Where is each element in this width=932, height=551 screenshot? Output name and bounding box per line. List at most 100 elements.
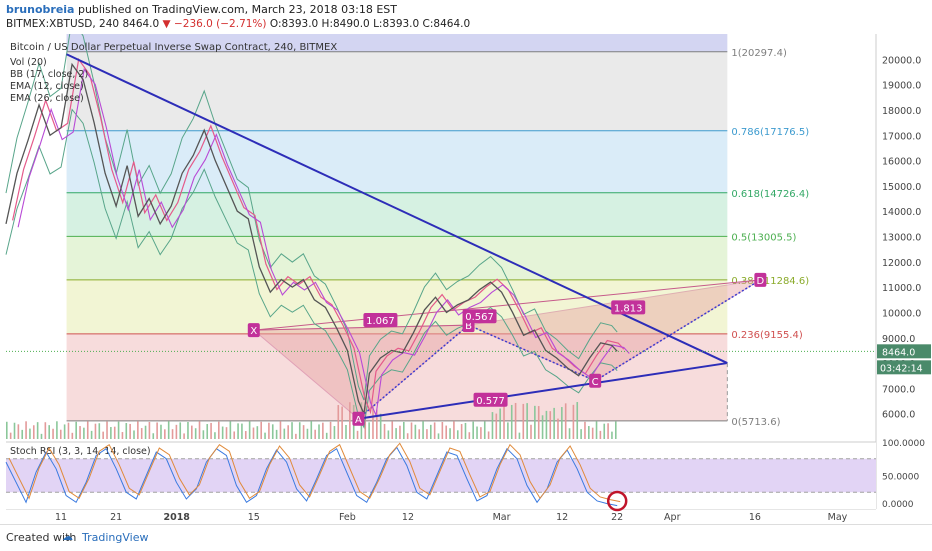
- volume-bar: [541, 415, 544, 439]
- ratio-badge: [611, 300, 646, 315]
- y-tick-label: 16000.0: [882, 157, 921, 168]
- volume-bar: [98, 423, 101, 439]
- volume-bar: [495, 413, 498, 439]
- volume-bar: [487, 431, 490, 439]
- y-tick-label: 6000.0: [882, 410, 915, 421]
- pattern-point-C: [589, 373, 602, 388]
- indicator-label: EMA (26, close): [10, 93, 84, 104]
- volume-bar: [376, 409, 378, 439]
- volume-bar: [584, 421, 586, 439]
- bb-lower-line: [5, 108, 618, 430]
- ratio-label: 1.067: [366, 316, 395, 327]
- volume-bar: [607, 423, 609, 439]
- volume-bar: [391, 421, 394, 439]
- volume-bar: [379, 413, 382, 439]
- volume-bar: [198, 421, 201, 439]
- volume-bar: [426, 429, 428, 439]
- volume-bar: [588, 426, 590, 439]
- pattern-point-label: C: [592, 377, 599, 388]
- volume-bar: [310, 421, 313, 439]
- volume-bar: [325, 432, 328, 439]
- y-tick-label: 18000.0: [882, 106, 921, 117]
- x-tick-label: 15: [248, 512, 260, 523]
- volume-bar: [160, 424, 162, 439]
- stoch-tick-label: 100.0000: [882, 439, 925, 449]
- volume-bar: [534, 405, 536, 439]
- volume-bar: [372, 405, 374, 439]
- volume-bar: [268, 422, 270, 439]
- volume-bar: [291, 422, 293, 439]
- volume-bar: [530, 424, 532, 439]
- volume-bar: [437, 433, 440, 439]
- volume-bar: [248, 421, 251, 439]
- volume-bar: [106, 421, 108, 439]
- volume-bar: [137, 421, 139, 439]
- tradingview-logo-icon: ☁: [62, 530, 73, 543]
- pattern-point-D: [754, 272, 767, 287]
- y-tick-label: 14000.0: [882, 207, 921, 218]
- volume-bar: [279, 421, 282, 439]
- volume-bar: [564, 403, 567, 439]
- volume-bar: [295, 433, 297, 439]
- fib-label-0.382: 0.382(11284.6): [731, 276, 809, 287]
- volume-bar: [183, 433, 185, 439]
- volume-bar: [144, 425, 147, 439]
- volume-bar: [217, 421, 220, 439]
- volume-bar: [233, 431, 236, 439]
- volume-bar: [549, 411, 552, 439]
- stoch-tick-label: 0.0000: [882, 500, 914, 510]
- fib-band-0.786-0.618: [66, 130, 728, 193]
- author-link[interactable]: brunobreia: [6, 3, 75, 16]
- volume-bar: [179, 422, 182, 439]
- volume-bar: [148, 421, 151, 439]
- lower-trendline: [358, 362, 728, 420]
- volume-bar: [395, 428, 397, 439]
- stoch-band: [6, 458, 876, 493]
- price-line: [5, 62, 618, 417]
- volume-bar: [449, 428, 451, 439]
- volume-bar: [410, 422, 413, 439]
- x-tick-label: 2018: [163, 512, 190, 523]
- volume-bar: [129, 423, 131, 439]
- volume-bar: [507, 422, 509, 439]
- volume-bar: [318, 424, 320, 439]
- volume-bar: [25, 421, 27, 439]
- volume-bar: [418, 429, 421, 439]
- volume-bar: [187, 422, 189, 439]
- fib-band-0.618-0.5: [66, 192, 728, 237]
- ratio-label: 0.567: [465, 312, 494, 323]
- tradingview-brand[interactable]: TradingView: [82, 531, 149, 544]
- volume-bar: [167, 421, 170, 439]
- volume-bar: [464, 422, 467, 439]
- pattern-point-A: [352, 411, 365, 426]
- ab-dotted-line: [357, 324, 470, 420]
- volume-bar: [21, 429, 24, 439]
- volume-bar: [476, 426, 478, 439]
- volume-bar: [399, 425, 401, 439]
- volume-bar: [368, 422, 370, 439]
- pattern-point-X: [247, 323, 260, 338]
- volume-bar: [561, 407, 563, 439]
- ratio-label: 0.577: [476, 396, 505, 407]
- volume-bar: [306, 428, 309, 439]
- volume-bar: [337, 405, 340, 439]
- symbol-line: BITMEX:XBTUSD, 240 8464.0 ▼ −236.0 (−2.7…: [6, 18, 470, 30]
- volume-bar: [241, 423, 243, 439]
- volume-bar: [611, 431, 613, 439]
- highlight-circle: [606, 490, 628, 512]
- x-tick-label: Mar: [493, 512, 511, 523]
- chart-title: Bitcoin / US Dollar Perpetual Inverse Sw…: [10, 42, 337, 53]
- volume-bar: [557, 418, 559, 439]
- volume-bar: [52, 428, 54, 439]
- volume-bar: [302, 425, 305, 439]
- current-price-label: 8464.0: [882, 347, 915, 358]
- volume-bar: [341, 406, 343, 439]
- volume-bar: [387, 430, 390, 439]
- y-tick-label: 15000.0: [882, 182, 921, 193]
- volume-bar: [71, 432, 74, 439]
- pattern-point-label: D: [757, 276, 765, 287]
- fib-band-top: [66, 34, 728, 52]
- price-chart[interactable]: 1(20297.4) 0.786(17176.5) 0.618(14726.4) 0.…: [0, 34, 932, 524]
- ema-26-line: [17, 68, 630, 418]
- volume-bar: [615, 421, 617, 439]
